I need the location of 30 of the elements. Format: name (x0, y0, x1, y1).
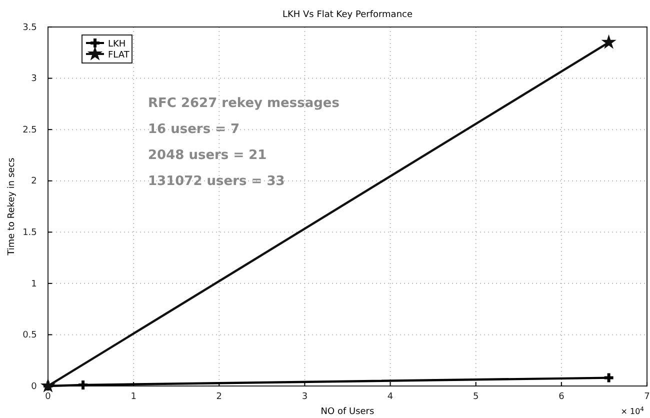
legend-label: LKH (108, 40, 126, 50)
x-tick-label: 1 (130, 392, 136, 402)
point (78, 380, 88, 390)
y-tick-label: 2 (31, 176, 37, 187)
legend-label: FLAT (108, 50, 130, 60)
point (602, 36, 616, 48)
y-tick-label: 0.5 (22, 330, 37, 341)
annotation: 131072 users = 33 (148, 174, 285, 189)
x-axis-title: NO of Users (320, 407, 375, 417)
x-tick-label: 6 (558, 392, 565, 402)
y-tick-label: 3 (31, 74, 37, 84)
annotation: 2048 users = 21 (148, 148, 267, 163)
x-tick-label: 3 (302, 392, 308, 402)
x-tick-label: 2 (216, 392, 222, 402)
annotation: 16 users = 7 (148, 122, 240, 137)
y-tick-label: 0 (31, 382, 38, 392)
point (604, 373, 614, 382)
x-tick-label: 5 (472, 392, 479, 402)
y-tick-label: 2.5 (22, 125, 37, 136)
point (41, 379, 55, 392)
x-tick-label: 4 (387, 392, 394, 402)
text: × 10$^{4}$ (620, 406, 644, 416)
annotation: RFC 2627 rekey messages (148, 96, 340, 111)
y-axis-title: Time to Rekey in secs (7, 157, 17, 256)
y-tick-label: 1.5 (22, 228, 37, 238)
x-tick-label: 7 (644, 392, 650, 402)
x-tick-label: 0 (45, 392, 52, 402)
chart-title: LKH Vs Flat Key Performance (282, 10, 413, 20)
y-tick-label: 3.5 (22, 22, 37, 33)
y-tick-label: 1 (31, 279, 37, 290)
